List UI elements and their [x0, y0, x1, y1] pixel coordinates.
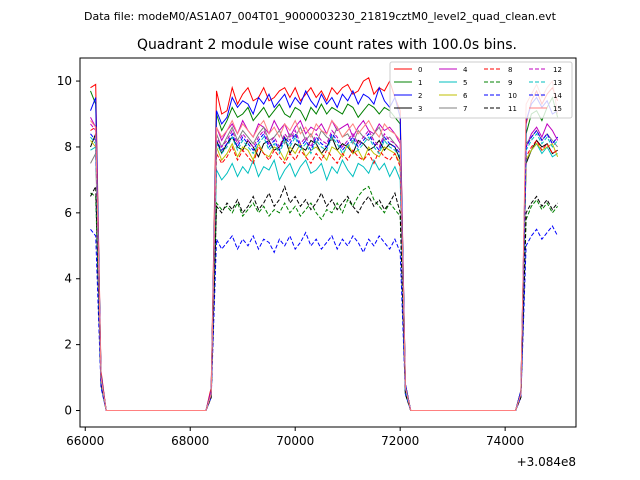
legend-label-6: 6	[463, 92, 468, 100]
y-tick-label: 4	[64, 272, 72, 286]
x-offset-label: +3.084e8	[517, 455, 576, 469]
series-line-3	[90, 133, 558, 411]
series-line-7	[90, 126, 558, 411]
series-line-0	[90, 77, 559, 411]
series-line-10	[90, 225, 559, 411]
legend-label-7: 7	[463, 105, 467, 113]
legend-label-3: 3	[418, 105, 422, 113]
series-line-11	[90, 184, 558, 411]
series-line-4	[90, 117, 559, 411]
legend-label-4: 4	[463, 66, 468, 74]
x-tick-label: 70000	[276, 434, 314, 448]
axes-frame	[79, 57, 577, 428]
legend-box	[389, 61, 573, 119]
series-line-15	[90, 79, 559, 411]
legend-label-9: 9	[508, 79, 512, 87]
series-line-13	[90, 132, 558, 411]
x-tick-label: 68000	[171, 434, 209, 448]
series-lines	[90, 77, 559, 411]
series-line-14	[90, 129, 558, 411]
y-tick-label: 2	[64, 338, 72, 352]
legend-label-1: 1	[418, 79, 422, 87]
x-tick-label: 66000	[66, 434, 104, 448]
x-tick-label: 74000	[486, 434, 524, 448]
series-line-12	[90, 123, 558, 411]
data-file-caption: Data file: modeM0/AS1A07_004T01_90000032…	[84, 10, 557, 23]
legend-label-2: 2	[418, 92, 422, 100]
chart-title: Quadrant 2 module wise count rates with …	[137, 37, 517, 53]
legend-label-12: 12	[553, 66, 562, 74]
plot-area	[90, 77, 559, 411]
series-line-1	[90, 90, 559, 411]
x-tick-label: 72000	[381, 434, 419, 448]
legend-label-10: 10	[508, 92, 517, 100]
y-tick-label: 0	[64, 404, 72, 418]
y-tick-label: 10	[57, 74, 72, 88]
legend-label-14: 14	[553, 92, 562, 100]
legend-label-15: 15	[553, 105, 562, 113]
series-line-9	[90, 185, 558, 411]
series-line-5	[90, 142, 558, 411]
y-tick-label: 6	[64, 206, 72, 220]
legend-label-0: 0	[418, 66, 422, 74]
y-tick-label: 8	[64, 140, 72, 154]
series-line-2	[90, 86, 558, 411]
legend-label-8: 8	[508, 66, 512, 74]
series-line-8	[90, 126, 558, 411]
series-line-6	[90, 140, 559, 411]
legend-label-13: 13	[553, 79, 562, 87]
legend-label-5: 5	[463, 79, 467, 87]
legend-label-11: 11	[508, 105, 517, 113]
